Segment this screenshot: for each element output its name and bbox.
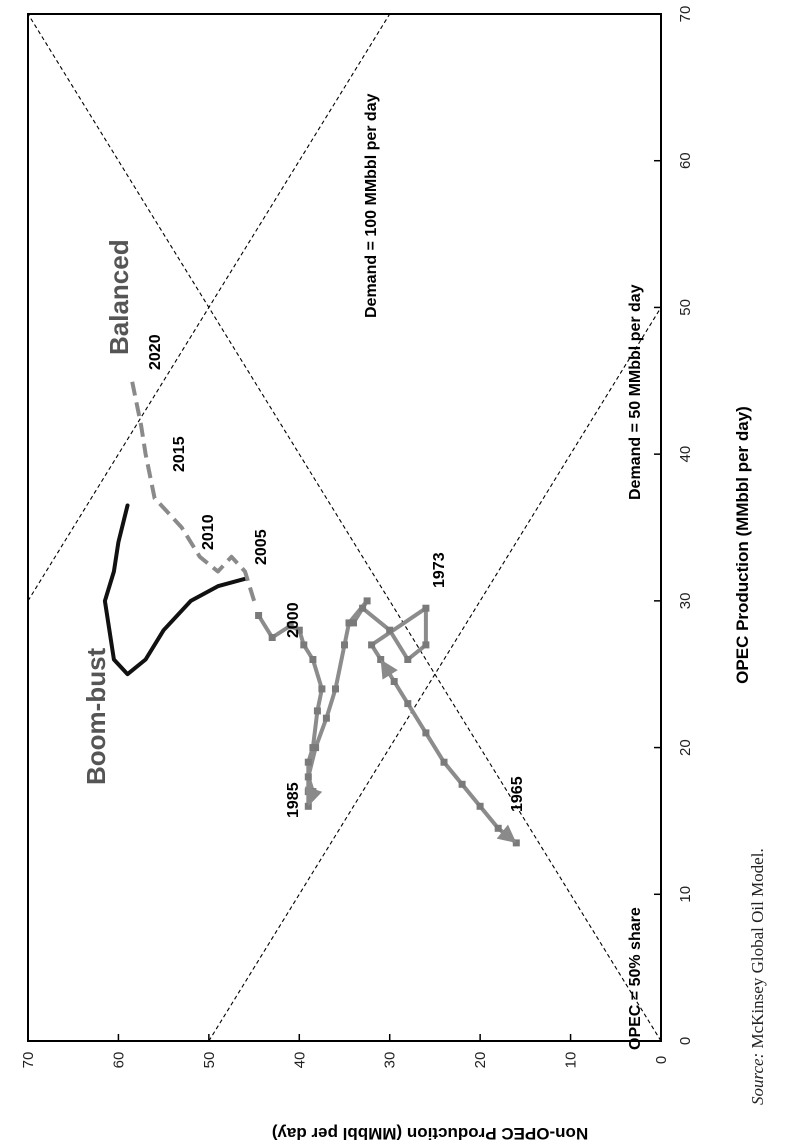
source-text: McKinsey Global Oil Model.	[748, 848, 767, 1053]
series-1-arrow-1	[496, 824, 517, 843]
series-1-point-2	[494, 824, 502, 832]
annotation-balanced: Balanced	[104, 239, 134, 355]
x-tick-label-7: 70	[677, 6, 694, 23]
series-1-point-33	[295, 626, 303, 634]
series-1-point-30	[318, 685, 326, 693]
series-group	[102, 380, 520, 847]
series-1-point-19	[341, 641, 348, 649]
series-1-point-3	[476, 802, 484, 810]
label-1965: 1965	[509, 776, 526, 812]
series-1-point-25	[304, 802, 312, 810]
x-tick-label-0: 0	[677, 1037, 694, 1045]
series-1-point-15	[359, 604, 367, 612]
series-1-arrow-2	[380, 659, 398, 680]
xlabel: OPEC Production (MMbbl per day)	[733, 406, 752, 684]
label-2005: 2005	[253, 529, 270, 565]
y-tick-label-7: 70	[20, 1052, 37, 1069]
reference-line-1	[27, 13, 662, 1042]
y-tick-label-0: 0	[653, 1056, 670, 1064]
series-1-point-10	[368, 641, 376, 649]
series-1-point-8	[390, 678, 398, 685]
axes: 0 10 20 30 40 50 60 70 0 10 20 30 40 50 60 70	[20, 6, 694, 1069]
series-1-point-34	[286, 622, 294, 630]
label-2010: 2010	[200, 514, 217, 550]
x-tick-label-6: 60	[677, 152, 694, 169]
series-1-point-4	[458, 780, 466, 788]
reference-line-2	[208, 307, 662, 1042]
series-1-point-12	[422, 641, 430, 649]
y-tick-label-3: 30	[382, 1052, 399, 1069]
series-line-3	[130, 380, 257, 602]
source-prefix: Source:	[748, 1052, 767, 1105]
ref-label-demand-100: Demand = 100 MMbbl per day	[363, 93, 380, 318]
series-1-point-16	[350, 619, 357, 627]
series-1-point-17	[363, 597, 371, 605]
y-tick-label-6: 60	[110, 1052, 127, 1069]
series-1-point-35	[268, 634, 276, 641]
label-1973: 1973	[431, 552, 448, 588]
series-1-point-23	[304, 773, 312, 781]
annotation-boom-bust: Boom-bust	[81, 647, 111, 785]
series-1-point-27	[304, 758, 312, 766]
x-tick-label-1: 10	[677, 886, 694, 903]
series-1-point-36	[255, 612, 263, 619]
series-1-point-28	[309, 744, 317, 752]
series-1-point-5	[440, 758, 448, 766]
source-note: Source: McKinsey Global Oil Model.	[748, 848, 768, 1105]
y-tick-label-5: 50	[201, 1052, 218, 1069]
series-line-1	[256, 598, 519, 845]
y-tick-label-2: 20	[472, 1052, 489, 1069]
plot-frame	[27, 13, 662, 1042]
reference-lines	[27, 13, 662, 1042]
label-1985: 1985	[285, 782, 302, 818]
x-tick-label-5: 50	[677, 299, 694, 316]
x-tick-label-2: 20	[677, 739, 694, 756]
series-1-point-6	[422, 729, 430, 737]
series-1-point-9	[377, 656, 385, 663]
ref-label-opec-50: OPEC = 50% share	[627, 907, 644, 1050]
x-tick-label-3: 30	[677, 593, 694, 610]
series-1-point-7	[404, 700, 412, 708]
series-1-point-13	[404, 656, 412, 663]
y-tick-label-1: 10	[563, 1052, 580, 1069]
label-2020: 2020	[147, 334, 164, 370]
series-1-point-1	[512, 839, 520, 847]
ylabel: Non-OPEC Production (MMbbl per day)	[272, 1124, 588, 1143]
series-1-point-29	[313, 707, 321, 715]
ref-label-demand-50: Demand = 50 MMbbl per day	[627, 284, 644, 500]
label-2000: 2000	[285, 602, 302, 638]
series-1-point-20	[332, 685, 339, 693]
series-1-point-31	[309, 656, 317, 663]
series-1-arrow-3	[305, 786, 323, 807]
series-1-point-11	[422, 604, 430, 612]
x-tick-label-4: 40	[677, 446, 694, 463]
labels: OPEC Production (MMbbl per day) Non-OPEC…	[81, 93, 752, 1143]
series-1-point-21	[322, 714, 330, 722]
reference-line-3	[27, 13, 391, 602]
series-1-point-18	[345, 619, 353, 627]
series-1-point-14	[386, 626, 394, 634]
y-tick-label-4: 40	[291, 1052, 308, 1069]
series-1-point-32	[300, 641, 308, 649]
series-line-2	[102, 503, 247, 677]
label-2015: 2015	[171, 436, 188, 472]
